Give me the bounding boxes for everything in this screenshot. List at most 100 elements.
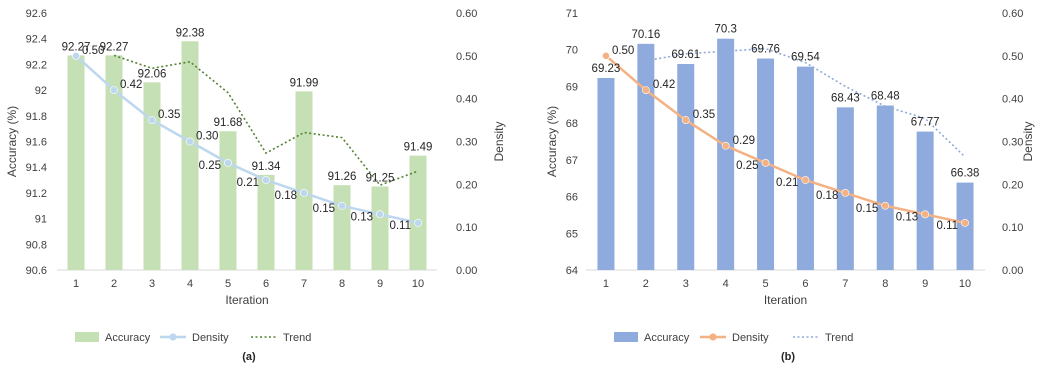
density-point xyxy=(414,218,422,227)
accuracy-bar xyxy=(409,155,427,270)
accuracy-bar xyxy=(836,107,854,270)
density-data-label: 0.13 xyxy=(896,211,918,223)
accuracy-bar xyxy=(143,82,161,270)
x-tick-label: 4 xyxy=(187,278,193,290)
density-data-label: 0.18 xyxy=(816,190,838,202)
accuracy-bar xyxy=(916,131,934,270)
accuracy-data-label: 67.77 xyxy=(911,117,940,129)
density-point xyxy=(641,86,650,94)
accuracy-data-label: 91.99 xyxy=(290,77,319,89)
panel-label: (b) xyxy=(781,351,795,363)
density-data-label: 0.42 xyxy=(653,79,675,91)
density-data-label: 0.50 xyxy=(82,45,104,57)
x-tick-label: 3 xyxy=(683,278,689,290)
density-point xyxy=(148,116,156,124)
accuracy-data-label: 69.76 xyxy=(751,44,780,56)
panel-label: (a) xyxy=(242,351,256,363)
density-point xyxy=(841,188,850,197)
x-axis-title: Iteration xyxy=(225,293,268,307)
density-data-label: 0.15 xyxy=(856,203,878,215)
accuracy-data-label: 92.38 xyxy=(176,27,205,39)
density-data-label: 0.25 xyxy=(199,160,221,172)
density-point xyxy=(300,188,308,197)
y-tick-label: 92.4 xyxy=(26,34,47,46)
y-tick-label: 69 xyxy=(566,81,578,93)
y2-tick-label: 0.60 xyxy=(1002,8,1023,20)
trend-line xyxy=(113,54,419,187)
accuracy-data-label: 92.06 xyxy=(138,68,167,80)
density-point xyxy=(961,218,969,227)
density-data-label: 0.15 xyxy=(313,203,335,215)
x-tick-label: 2 xyxy=(643,278,649,290)
y2-tick-label: 0.10 xyxy=(1002,222,1023,234)
density-data-label: 0.25 xyxy=(736,160,758,172)
density-point xyxy=(681,116,690,124)
accuracy-data-label: 69.23 xyxy=(592,63,621,75)
x-tick-label: 7 xyxy=(842,278,848,290)
legend-density-marker xyxy=(709,333,717,341)
y-tick-label: 68 xyxy=(566,118,578,130)
density-line xyxy=(75,54,419,225)
accuracy-bar xyxy=(796,66,814,270)
y2-tick-label: 0.10 xyxy=(456,222,477,234)
density-data-label: 0.11 xyxy=(937,220,959,232)
x-axis-title: Iteration xyxy=(764,293,807,307)
y2-tick-label: 0.30 xyxy=(456,137,477,149)
density-data-label: 0.21 xyxy=(776,177,798,189)
y2-axis-title: Density xyxy=(492,121,506,161)
legend-accuracy-label: Accuracy xyxy=(105,332,151,344)
y-tick-label: 90.8 xyxy=(26,239,47,251)
x-tick-label: 9 xyxy=(922,278,928,290)
accuracy-bar xyxy=(333,185,351,270)
x-tick-label: 6 xyxy=(802,278,808,290)
accuracy-bar xyxy=(876,105,894,271)
accuracy-bar xyxy=(219,131,237,270)
density-data-label: 0.30 xyxy=(196,131,218,143)
y-tick-label: 90.6 xyxy=(26,265,47,277)
accuracy-data-label: 91.25 xyxy=(366,172,395,184)
x-tick-label: 1 xyxy=(73,278,79,290)
accuracy-data-label: 68.43 xyxy=(831,92,860,104)
density-data-label: 0.29 xyxy=(733,135,755,147)
density-point xyxy=(338,201,346,210)
y-tick-label: 91 xyxy=(35,214,47,226)
accuracy-data-label: 92.27 xyxy=(100,41,129,53)
legend-accuracy-swatch xyxy=(75,332,99,342)
x-tick-label: 6 xyxy=(263,278,269,290)
accuracy-data-label: 91.34 xyxy=(252,161,281,173)
y-tick-label: 92 xyxy=(35,85,47,97)
legend-density-label: Density xyxy=(192,332,229,344)
chart-panel-b: 64656667686970710.000.100.200.300.400.50… xyxy=(545,8,1035,363)
legend-density-marker xyxy=(169,333,177,341)
x-tick-label: 10 xyxy=(959,278,971,290)
accuracy-bar xyxy=(371,186,389,270)
y2-tick-label: 0.50 xyxy=(1002,51,1023,63)
accuracy-bar xyxy=(181,41,199,270)
accuracy-bar xyxy=(717,38,735,271)
accuracy-data-label: 66.38 xyxy=(951,168,980,180)
trend-line xyxy=(645,47,966,158)
density-point xyxy=(262,176,270,184)
accuracy-bar xyxy=(597,77,615,270)
density-data-label: 0.13 xyxy=(351,211,373,223)
y2-tick-label: 0.40 xyxy=(456,94,477,106)
density-data-label: 0.42 xyxy=(120,79,142,91)
x-tick-label: 4 xyxy=(723,278,729,290)
y2-axis-title: Density xyxy=(1021,121,1035,161)
accuracy-bar xyxy=(295,91,313,270)
accuracy-bar xyxy=(257,174,275,270)
y-tick-label: 92.6 xyxy=(26,8,47,20)
density-point xyxy=(376,210,384,219)
y-axis-title: Accuracy (%) xyxy=(545,106,559,177)
x-tick-label: 9 xyxy=(377,278,383,290)
x-tick-label: 1 xyxy=(603,278,609,290)
legend-accuracy-swatch xyxy=(614,332,638,342)
accuracy-data-label: 69.61 xyxy=(671,49,700,61)
y-tick-label: 64 xyxy=(566,265,578,277)
y2-tick-label: 0.00 xyxy=(1002,265,1023,277)
accuracy-bar xyxy=(637,43,655,271)
accuracy-bar xyxy=(677,64,695,270)
y-tick-label: 91.6 xyxy=(26,137,47,149)
density-point xyxy=(881,201,890,210)
y-tick-label: 65 xyxy=(566,228,578,240)
